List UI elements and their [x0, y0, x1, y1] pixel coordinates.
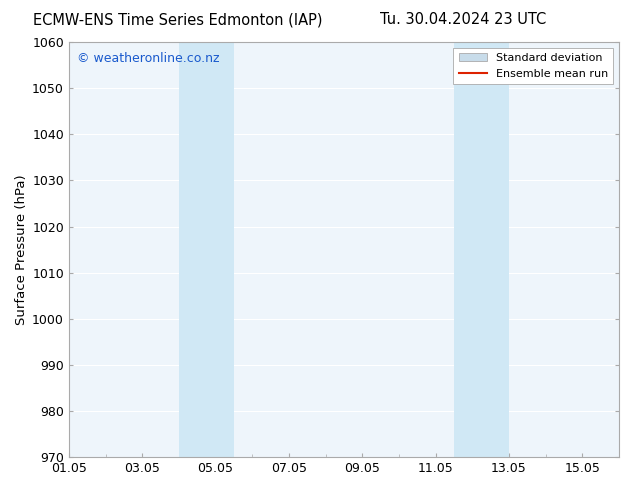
Text: Tu. 30.04.2024 23 UTC: Tu. 30.04.2024 23 UTC	[380, 12, 546, 27]
Legend: Standard deviation, Ensemble mean run: Standard deviation, Ensemble mean run	[453, 48, 614, 84]
Text: © weatheronline.co.nz: © weatheronline.co.nz	[77, 52, 219, 66]
Bar	[454, 42, 509, 457]
Y-axis label: Surface Pressure (hPa): Surface Pressure (hPa)	[15, 174, 28, 325]
Text: ECMW-ENS Time Series Edmonton (IAP): ECMW-ENS Time Series Edmonton (IAP)	[33, 12, 322, 27]
Bar	[179, 42, 234, 457]
